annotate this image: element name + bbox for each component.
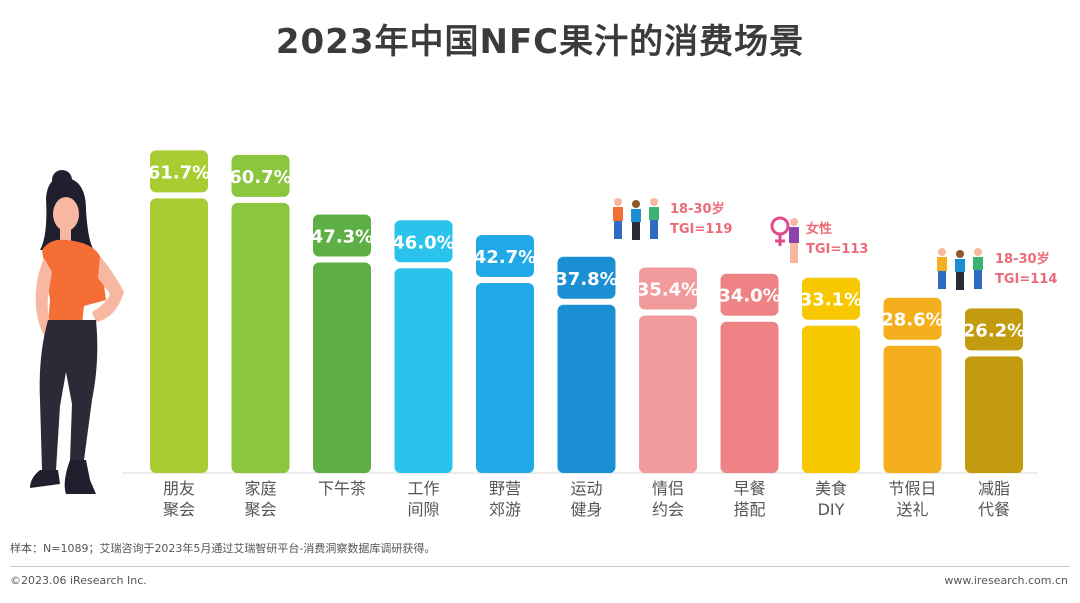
value-label-box: [394, 220, 453, 263]
value-label: 42.7%: [474, 247, 536, 268]
bar: [394, 268, 453, 473]
x-tick-label: 运动: [570, 479, 602, 498]
value-label: 47.3%: [311, 227, 373, 248]
value-label-box: [802, 277, 860, 320]
value-label-box: [231, 154, 290, 197]
value-label-box: [639, 267, 697, 310]
x-tick-label: DIY: [818, 500, 845, 519]
tgi-annotation-couple: 18-30岁 TGI=119: [670, 200, 732, 240]
chart-title: 2023年中国NFC果汁的消费场景: [275, 22, 805, 62]
x-tick-label: 家庭: [244, 479, 276, 498]
tgi-annotation-line1: 18-30岁: [670, 202, 725, 217]
female-symbol-icon: [770, 216, 799, 263]
bar: [557, 304, 616, 473]
value-label-box: [883, 297, 942, 340]
tgi-annotation-line1: 女性: [806, 222, 833, 237]
bar: [231, 202, 290, 473]
sample-note: 样本：N=1089；艾瑞咨询于2023年5月通过艾瑞智研平台-消费洞察数据库调研…: [10, 542, 436, 555]
value-label-box: [720, 273, 779, 316]
copyright: ©2023.06 iResearch Inc.: [10, 574, 147, 587]
x-tick-label: 朋友: [163, 479, 195, 498]
x-tick-label: 送礼: [896, 500, 928, 519]
woman-illustration: [30, 170, 124, 494]
footer-divider: [10, 566, 1070, 567]
x-tick-label: 早餐: [733, 479, 765, 498]
group-people-icon: [937, 248, 983, 290]
value-label: 61.7%: [148, 162, 210, 183]
bar: [150, 198, 208, 473]
x-tick-label: 聚会: [244, 500, 276, 519]
x-tick-label: 减脂: [978, 479, 1010, 498]
value-label: 33.1%: [800, 290, 862, 311]
x-tick-label: 情侣: [652, 479, 684, 498]
x-tick-label: 下午茶: [318, 479, 366, 498]
x-tick-label: 健身: [570, 500, 602, 519]
x-tick-label: 代餐: [978, 500, 1010, 519]
value-label: 34.0%: [718, 286, 780, 307]
value-label: 26.2%: [963, 320, 1025, 341]
value-label-box: [965, 308, 1023, 351]
tgi-annotation-line2: TGI=113: [806, 242, 869, 257]
x-tick-label: 间隙: [407, 500, 439, 519]
x-tick-label: 郊游: [489, 500, 521, 519]
value-label: 35.4%: [637, 279, 699, 300]
x-tick-label: 聚会: [163, 500, 195, 519]
tgi-annotation-diet: 18-30岁 TGI=114: [995, 250, 1057, 290]
value-label-box: [150, 150, 208, 193]
x-tick-label: 野营: [489, 479, 521, 498]
bar: [476, 282, 534, 473]
value-label-box: [476, 234, 534, 277]
value-label: 28.6%: [881, 310, 943, 331]
x-tick-label: 美食: [815, 479, 847, 498]
bar: [965, 356, 1023, 473]
x-tick-label: 搭配: [733, 500, 765, 519]
value-label: 46.0%: [392, 232, 454, 253]
x-tick-label: 节假日: [888, 479, 936, 498]
bar: [720, 321, 779, 473]
tgi-annotation-line1: 18-30岁: [995, 252, 1050, 267]
value-label-box: [557, 256, 616, 299]
website-link: www.iresearch.com.cn: [944, 574, 1068, 587]
tgi-annotation-diy: 女性 TGI=113: [806, 220, 868, 260]
group-people-icon: [613, 198, 659, 240]
bar: [883, 345, 942, 473]
x-tick-label: 约会: [652, 500, 684, 519]
tgi-annotation-line2: TGI=114: [995, 272, 1058, 287]
bar: [639, 315, 697, 473]
tgi-annotation-line2: TGI=119: [670, 222, 733, 237]
value-label-box: [313, 214, 371, 257]
value-label: 37.8%: [555, 269, 617, 290]
x-tick-label: 工作: [407, 479, 439, 498]
bar: [313, 262, 371, 473]
bar: [802, 325, 860, 473]
value-label: 60.7%: [229, 167, 291, 188]
